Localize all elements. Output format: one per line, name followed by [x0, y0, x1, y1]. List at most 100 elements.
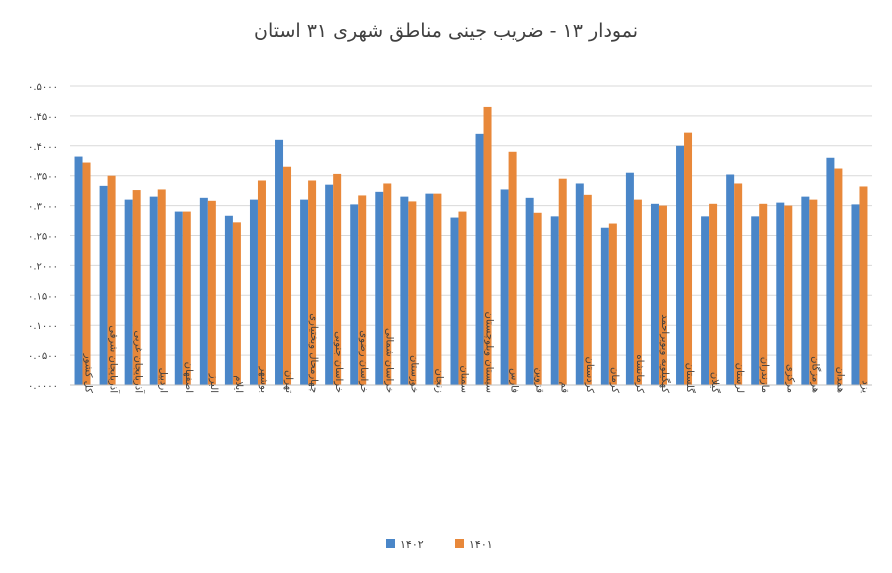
bar-۱۴۰۱-23: [633, 199, 642, 385]
legend-label-1402: ۱۴۰۲: [400, 538, 424, 551]
bar-۱۴۰۲-4: [149, 196, 158, 385]
x-tick-label: بوشهر: [258, 366, 269, 393]
x-tick-label: گلستان: [684, 363, 696, 394]
legend-swatch-1402: [386, 539, 395, 548]
bar-۱۴۰۲-23: [625, 172, 634, 385]
bar-۱۴۰۲-10: [300, 199, 309, 385]
x-tick-label: لرستان: [734, 363, 745, 393]
x-tick-label: کل کشور: [83, 353, 94, 393]
y-tick-label: ۰.۳۰۰۰: [28, 202, 58, 213]
x-tick-label: خراسان جنوبی: [333, 331, 344, 393]
x-tick-label: خوزستان: [408, 355, 419, 393]
bar-۱۴۰۲-8: [249, 199, 258, 385]
bar-۱۴۰۱-10: [308, 180, 317, 385]
bar-۱۴۰۱-13: [383, 183, 392, 385]
bar-۱۴۰۱-9: [283, 166, 292, 385]
bar-۱۴۰۱-27: [734, 183, 743, 385]
bar-۱۴۰۲-11: [325, 184, 334, 385]
bar-۱۴۰۲-14: [400, 196, 409, 385]
chart-title: نمودار ۱۳ - ضریب جینی مناطق شهری ۳۱ استا…: [254, 20, 638, 42]
x-tick-label: ایلام: [233, 375, 244, 393]
bar-۱۴۰۱-30: [809, 199, 818, 385]
y-tick-label: ۰.۵۰۰۰: [28, 82, 58, 93]
x-tick-label: خراسان شمالی: [383, 328, 394, 393]
x-tick-label: کرمانشاه: [634, 354, 645, 393]
bar-۱۴۰۱-3: [132, 190, 141, 385]
bar-۱۴۰۲-16: [450, 217, 459, 385]
x-tick-label: اصفهان: [183, 362, 194, 393]
x-tick-label: چهارمحال وبختیاری: [308, 313, 319, 393]
bar-۱۴۰۱-21: [583, 194, 592, 385]
bars: [74, 106, 868, 386]
bar-۱۴۰۱-26: [709, 203, 718, 385]
x-tick-label: کهگیلویه وبویراحمد: [659, 314, 671, 393]
bar-۱۴۰۱-12: [358, 195, 367, 385]
x-tick-label: سیستان وبلوچستان: [484, 311, 495, 393]
bar-۱۴۰۲-25: [676, 145, 685, 385]
x-tick-label: کرمان: [609, 367, 620, 393]
bar-۱۴۰۱-22: [608, 223, 617, 385]
bar-۱۴۰۲-29: [776, 202, 785, 385]
bar-۱۴۰۱-11: [333, 173, 342, 385]
y-tick-label: ۰.۰۵۰۰: [28, 351, 58, 362]
bar-۱۴۰۱-29: [784, 205, 793, 385]
bar-۱۴۰۲-18: [500, 189, 509, 385]
bar-۱۴۰۲-32: [851, 204, 860, 385]
legend-label-1401: ۱۴۰۱: [469, 538, 493, 551]
bar-۱۴۰۱-4: [157, 189, 166, 385]
bar-۱۴۰۱-32: [859, 186, 868, 385]
bar-۱۴۰۲-26: [701, 216, 710, 385]
x-tick-label: آذربایجان غربی: [133, 330, 146, 394]
bar-۱۴۰۱-8: [257, 180, 266, 385]
bar-۱۴۰۱-1: [82, 162, 91, 385]
y-tick-label: ۰.۲۰۰۰: [28, 261, 58, 272]
bar-۱۴۰۲-28: [751, 216, 760, 385]
x-tick-label: اردبیل: [158, 368, 169, 393]
x-tick-label: قم: [559, 382, 570, 394]
bar-۱۴۰۲-7: [224, 215, 233, 385]
bar-۱۴۰۲-31: [826, 157, 835, 385]
bar-۱۴۰۱-2: [107, 175, 116, 385]
bar-۱۴۰۲-24: [650, 203, 659, 385]
bar-۱۴۰۲-27: [726, 174, 735, 385]
y-tick-label: ۰.۰۰۰۰: [28, 381, 58, 392]
legend: ۱۴۰۲ ۱۴۰۱: [386, 538, 493, 551]
y-tick-label: ۰.۴۰۰۰: [28, 142, 58, 153]
x-tick-label: البرز: [208, 373, 219, 393]
x-tick-label: همدان: [834, 367, 845, 393]
bar-۱۴۰۲-3: [124, 199, 133, 385]
bar-۱۴۰۱-19: [533, 212, 542, 385]
bar-۱۴۰۲-17: [475, 133, 484, 385]
x-tick-label: یزد: [859, 380, 870, 393]
x-tick-label: هرمزگان: [809, 356, 821, 393]
x-axis-ticks: کل کشور آذربایجان شرقی آذربایجان غربی اردبی…: [83, 311, 871, 394]
bar-۱۴۰۱-16: [458, 211, 467, 385]
x-tick-label: سمنان: [458, 365, 469, 393]
bar-۱۴۰۱-20: [558, 178, 567, 385]
x-tick-label: خراسان رضوی: [358, 330, 369, 393]
bar-۱۴۰۲-9: [275, 139, 284, 385]
bar-۱۴۰۱-6: [207, 200, 216, 385]
bar-۱۴۰۲-21: [575, 183, 584, 385]
y-axis-ticks: ۰.۰۰۰۰ ۰.۰۵۰۰ ۰.۱۰۰۰ ۰.۱۵۰۰ ۰.۲۰۰۰ ۰.۲۵۰۰ ۰.۳۰…: [28, 82, 58, 392]
y-tick-label: ۰.۱۵۰۰: [28, 291, 58, 302]
x-tick-label: آذربایجان شرقی: [108, 325, 121, 394]
bar-۱۴۰۱-25: [684, 132, 693, 385]
x-tick-label: کردستان: [584, 356, 595, 393]
bar-۱۴۰۱-17: [483, 106, 492, 386]
x-tick-label: گیلان: [709, 372, 721, 393]
x-tick-label: مازندران: [759, 357, 770, 393]
bar-۱۴۰۲-19: [525, 197, 534, 385]
bar-۱۴۰۱-18: [508, 151, 517, 385]
x-tick-label: تهران: [283, 370, 294, 393]
bar-۱۴۰۱-7: [232, 222, 241, 385]
bar-۱۴۰۲-1: [74, 156, 83, 385]
y-tick-label: ۰.۴۵۰۰: [28, 112, 58, 123]
bar-۱۴۰۱-15: [433, 193, 442, 385]
legend-swatch-1401: [455, 539, 464, 548]
bar-۱۴۰۲-13: [375, 191, 384, 385]
bar-۱۴۰۱-31: [834, 168, 843, 385]
bar-۱۴۰۱-14: [408, 201, 417, 385]
bar-۱۴۰۲-2: [99, 185, 108, 385]
